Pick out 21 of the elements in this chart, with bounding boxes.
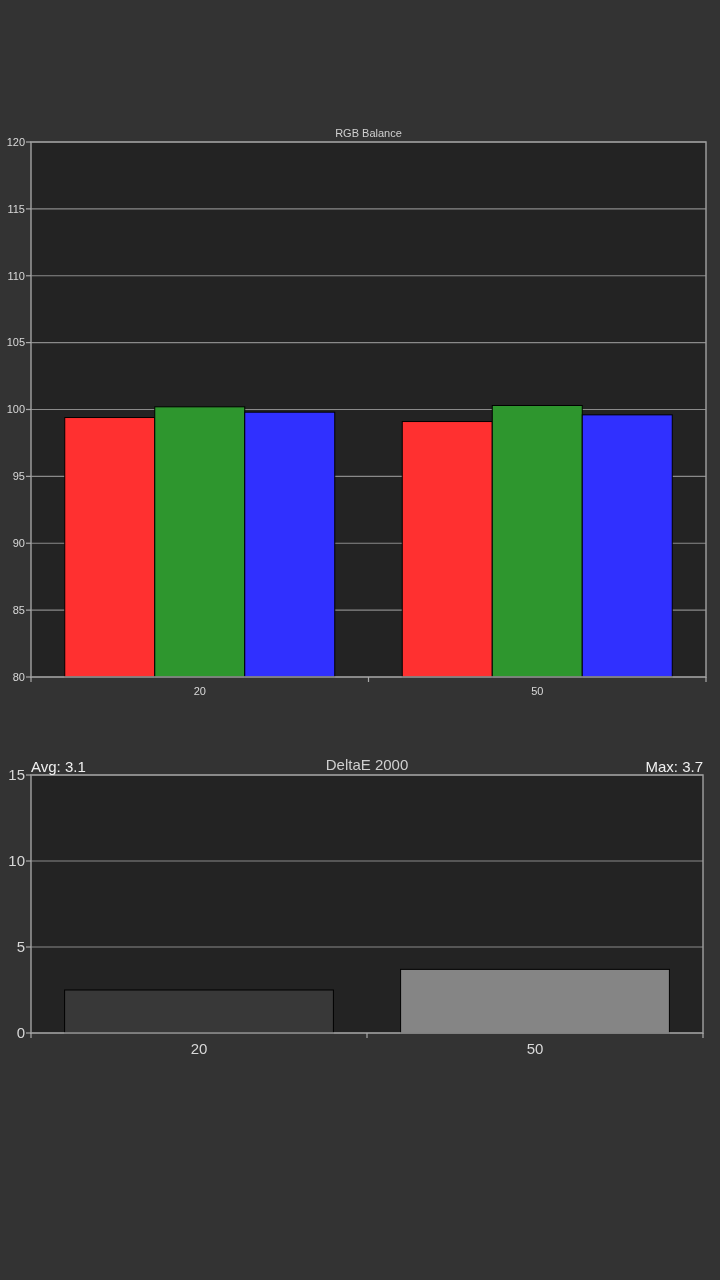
- y-tick-label: 85: [12, 603, 25, 616]
- annotation: Avg: 3.1: [31, 758, 86, 775]
- x-tick-label: 20: [193, 684, 206, 697]
- chart-title: RGB Balance: [335, 127, 402, 139]
- y-tick-label: 15: [8, 766, 25, 784]
- annotation: Max: 3.7: [645, 758, 703, 775]
- y-tick-label: 100: [6, 403, 25, 416]
- y-tick-label: 80: [12, 670, 25, 683]
- chart-title: DeltaE 2000: [325, 756, 409, 773]
- x-tick-label: 50: [526, 1040, 544, 1057]
- y-tick-label: 120: [6, 135, 25, 148]
- y-tick-label: 90: [12, 537, 25, 550]
- x-tick-label: 20: [190, 1040, 208, 1057]
- y-tick-label: 0: [16, 1024, 25, 1042]
- y-tick-label: 95: [12, 470, 25, 483]
- x-tick-label: 50: [531, 684, 544, 697]
- y-tick-label: 10: [8, 852, 25, 870]
- y-tick-label: 115: [7, 202, 25, 215]
- y-tick-label: 110: [7, 269, 25, 282]
- y-tick-label: 5: [16, 938, 25, 956]
- y-tick-label: 105: [6, 336, 25, 349]
